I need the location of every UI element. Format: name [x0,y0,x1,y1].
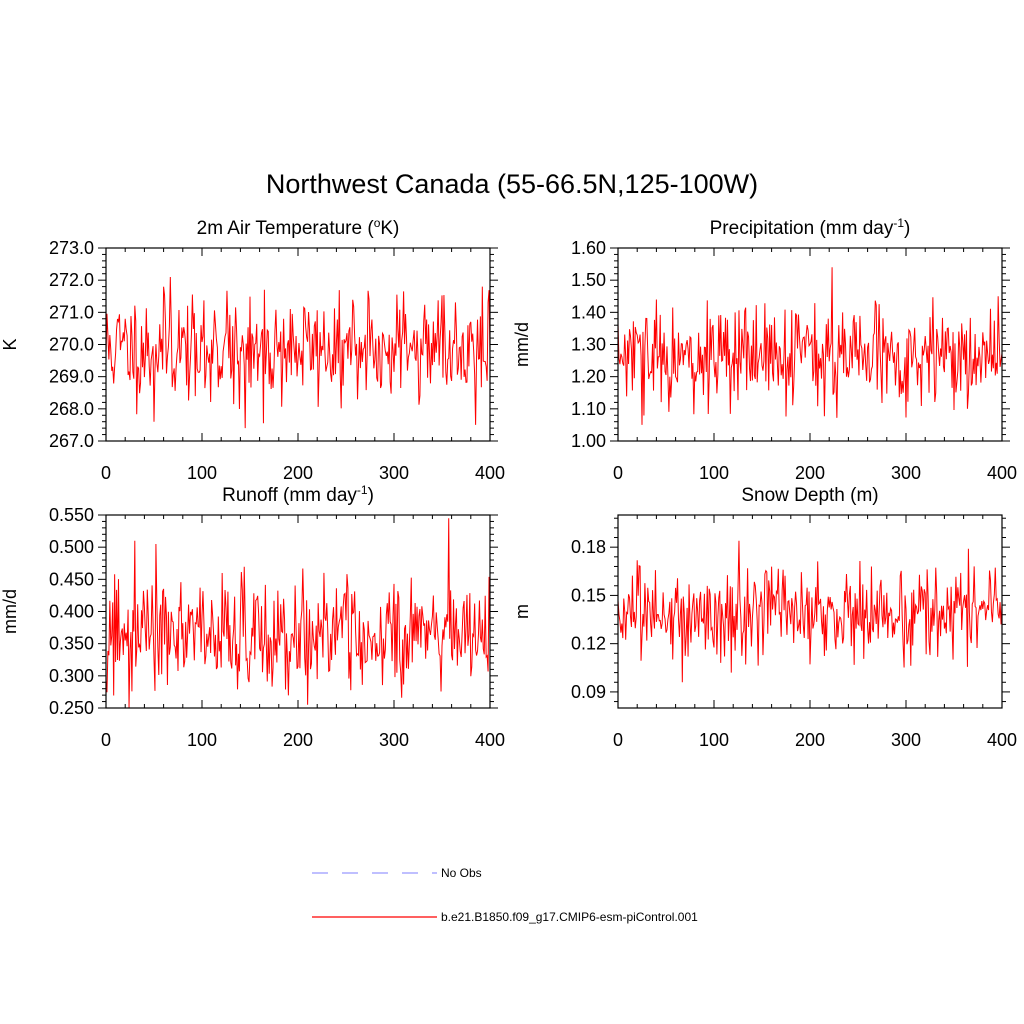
y-tick-label: 0.350 [49,634,94,654]
plot-frame [617,514,1003,709]
y-tick-label: 0.450 [49,569,94,589]
y-tick-label: 1.10 [571,399,606,419]
x-tick-label: 0 [101,463,111,483]
panel-title-superscript: o [374,216,381,230]
x-tick-label: 100 [699,463,729,483]
panel-title: Runoff (mm day-1) [222,483,374,506]
x-tick-label: 100 [187,730,217,750]
legend-item: b.e21.B1850.f09_g17.CMIP6-esm-piControl.… [312,910,698,924]
y-axis-label: m [512,604,532,619]
chart-panels: 0 100 200 300 400 267.0 268.0 269.0 270.0 271.0 27… [0,216,1017,750]
panel-title-text-after: ) [904,218,910,239]
y-tick-label: 1.30 [571,335,606,355]
x-tick-label: 100 [699,730,729,750]
legend-item: No Obs [312,866,482,880]
x-tick-label: 400 [475,463,505,483]
panel-title-text-after: ) [368,485,374,506]
y-tick-label: 0.18 [571,537,606,557]
precipitation-panel: 0 100 200 300 400 1.00 1.10 1.20 1.30 1.40 1.50 1.6… [512,216,1017,483]
panel-title: Snow Depth (m) [741,485,878,506]
y-tick-label: 1.40 [571,302,606,322]
y-tick-label: 1.20 [571,367,606,387]
panel-title-text-after: K) [380,218,399,239]
y-axis-label: mm/d [512,322,532,367]
y-tick-label: 1.60 [571,238,606,258]
y-tick-label: 0.09 [571,682,606,702]
series-line [106,518,490,708]
y-tick-label: 1.00 [571,431,606,451]
x-tick-label: 200 [283,730,313,750]
legend-label: b.e21.B1850.f09_g17.CMIP6-esm-piControl.… [441,910,698,924]
y-tick-label: 0.300 [49,666,94,686]
y-tick-label: 270.0 [49,335,94,355]
y-tick-label: 272.0 [49,270,94,290]
x-tick-label: 0 [101,730,111,750]
x-tick-label: 0 [613,463,623,483]
series-line [618,540,1002,683]
x-tick-label: 300 [891,463,921,483]
x-tick-label: 100 [187,463,217,483]
y-tick-label: 0.500 [49,537,94,557]
panel-title: Precipitation (mm day-1) [710,216,911,239]
temperature-panel: 0 100 200 300 400 267.0 268.0 269.0 270.0 271.0 27… [0,216,505,483]
x-tick-label: 300 [379,463,409,483]
x-tick-label: 300 [891,730,921,750]
series-line [106,276,490,429]
x-tick-label: 200 [795,463,825,483]
x-tick-label: 200 [283,463,313,483]
x-tick-label: 400 [987,730,1017,750]
runoff-panel: 0 100 200 300 400 0.250 0.300 0.350 0.400 0.450 0.… [0,483,505,750]
y-tick-label: 0.400 [49,602,94,622]
x-tick-label: 400 [475,730,505,750]
y-tick-label: 267.0 [49,431,94,451]
y-tick-label: 269.0 [49,367,94,387]
figure-title: Northwest Canada (55-66.5N,125-100W) [266,169,758,199]
legend: No Obs b.e21.B1850.f09_g17.CMIP6-esm-piCo… [312,866,698,924]
x-tick-label: 400 [987,463,1017,483]
panel-title-text: Runoff (mm day [222,485,357,506]
panel-title: 2m Air Temperature (oK) [197,216,400,239]
x-tick-label: 0 [613,730,623,750]
panel-title-text: Precipitation (mm day [710,218,894,239]
panel-title-superscript: -1 [893,216,904,230]
panel-title-superscript: -1 [357,483,368,497]
x-tick-label: 300 [379,730,409,750]
y-axis-label: mm/d [0,589,20,634]
y-tick-label: 0.15 [571,585,606,605]
y-tick-label: 0.12 [571,634,606,654]
y-tick-label: 0.550 [49,505,94,525]
y-tick-label: 273.0 [49,238,94,258]
y-tick-label: 1.50 [571,270,606,290]
x-tick-label: 200 [795,730,825,750]
y-tick-label: 268.0 [49,399,94,419]
panel-title-text: Snow Depth (m) [741,485,878,506]
panel-title-text: 2m Air Temperature ( [197,218,375,239]
series-line [618,267,1002,425]
snow-depth-panel: 0 100 200 300 400 0.09 0.12 0.15 0.18 m Snow Depth… [512,485,1017,750]
legend-label: No Obs [441,866,482,880]
y-tick-label: 0.250 [49,698,94,718]
y-axis-label: K [0,338,20,350]
y-tick-label: 271.0 [49,302,94,322]
